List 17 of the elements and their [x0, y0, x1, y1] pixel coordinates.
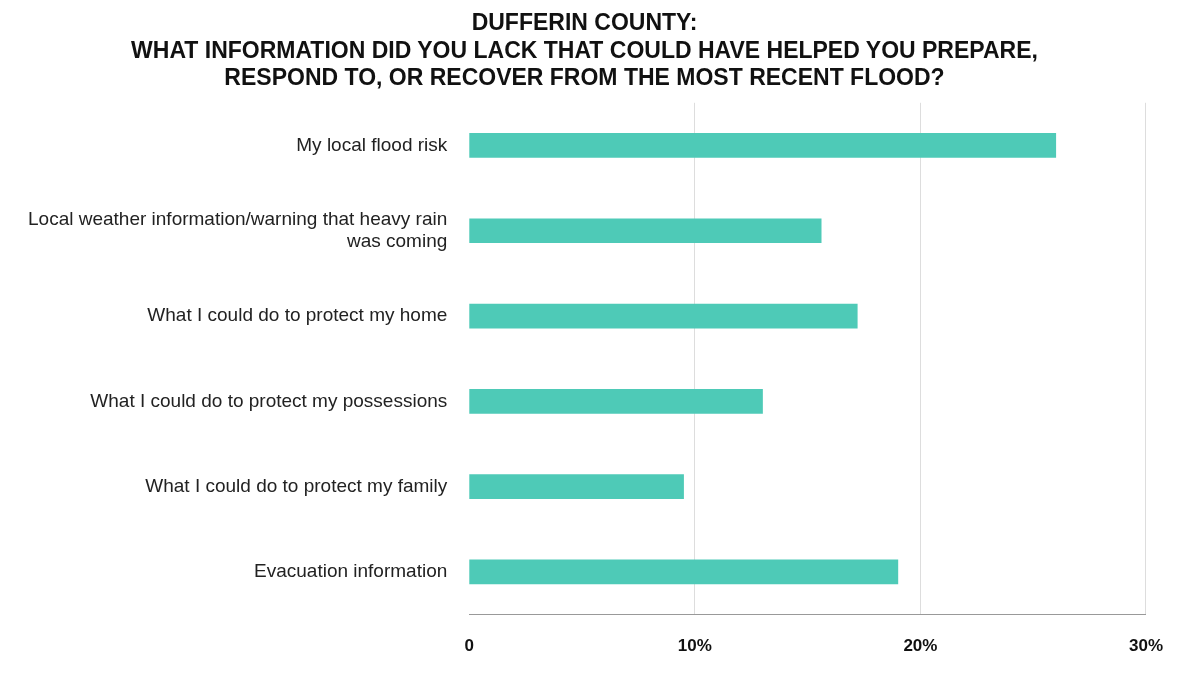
bar — [469, 559, 899, 585]
y-tick-label: Evacuation information — [254, 560, 448, 582]
x-tick-label: 0 — [464, 636, 475, 656]
x-tick-label: 30% — [1128, 636, 1163, 656]
y-tick-label: What I could do to protect my home — [147, 304, 448, 326]
y-tick-label: My local flood risk — [296, 133, 448, 155]
chart-title: DUFFERIN COUNTY: WHAT INFORMATION DID YOU LACK THAT COULD HAVE HELPED YOU PREPARE, RESPOND TO, OR RECOVER FROM THE MOST RECENT FLOOD? — [131, 9, 1038, 91]
bar — [469, 474, 684, 499]
bar — [469, 218, 822, 244]
y-tick-label: What I could do to protect my family — [145, 474, 448, 496]
bar — [469, 133, 1057, 158]
x-tick-label: 10% — [677, 636, 712, 656]
bar — [469, 389, 763, 414]
x-tick-label: 20% — [903, 636, 938, 656]
y-tick-label: What I could do to protect my possessions — [90, 389, 448, 411]
bar — [469, 303, 858, 329]
y-tick-label: Local weather information/warning that heavy rain was coming — [27, 207, 448, 252]
